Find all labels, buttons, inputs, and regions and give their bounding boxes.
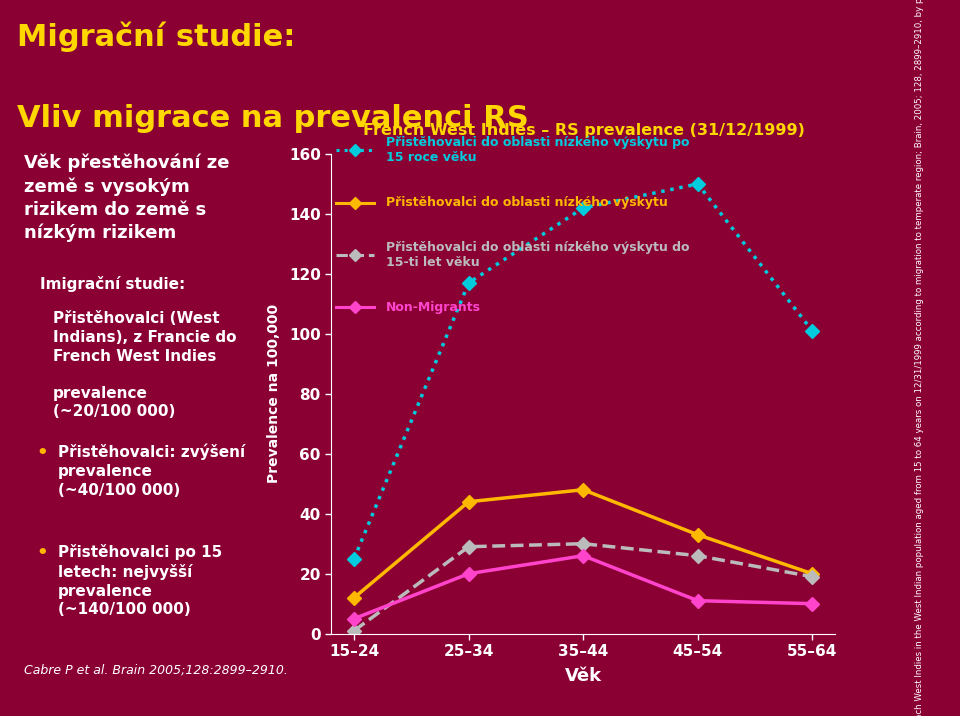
Text: Cabre P et al. Brain 2005;128:2899–2910.: Cabre P et al. Brain 2005;128:2899–2910. <box>24 664 288 677</box>
Text: Non-Migrants: Non-Migrants <box>386 301 481 314</box>
Text: Přistěhovalci do oblasti nízkého výskytu do
15-ti let věku: Přistěhovalci do oblasti nízkého výskytu… <box>386 241 689 269</box>
Text: Přistěhovalci do oblasti nízkého výskytu: Přistěhovalci do oblasti nízkého výskytu <box>386 196 667 209</box>
Text: Migrační studie:: Migrační studie: <box>17 21 296 52</box>
Text: •: • <box>36 544 48 562</box>
X-axis label: Věk: Věk <box>564 667 602 685</box>
Text: Přistěhovalci po 15
letech: nejvyšší
prevalence
(~140/100 000): Přistěhovalci po 15 letech: nejvyšší pre… <box>58 544 222 617</box>
Text: Vliv migrace na prevalenci RS: Vliv migrace na prevalenci RS <box>17 104 529 133</box>
Text: Přistěhovalci do oblasti nízkého výskytu po
15 roce věku: Přistěhovalci do oblasti nízkého výskytu… <box>386 136 689 165</box>
Text: Přistěhovalci (West
Indians), z Francie do
French West Indies

prevalence
(~20/1: Přistěhovalci (West Indians), z Francie … <box>53 311 236 420</box>
Text: •: • <box>36 444 48 462</box>
Text: French West Indies – RS prevalence (31/12/1999): French West Indies – RS prevalence (31/1… <box>363 123 804 138</box>
Y-axis label: Prevalence na 100,000: Prevalence na 100,000 <box>267 304 280 483</box>
Text: Cabre P. Prevalence of MS in the French West Indies in the West Indian populatio: Cabre P. Prevalence of MS in the French … <box>915 0 924 716</box>
Text: Přistěhovalci: zvýšení
prevalence
(~40/100 000): Přistěhovalci: zvýšení prevalence (~40/1… <box>58 444 245 498</box>
Text: Imigrační studie:: Imigrační studie: <box>40 276 185 291</box>
Text: Věk přestěhování ze
země s vysokým
rizikem do země s
nízkým rizikem: Věk přestěhování ze země s vysokým rizik… <box>24 154 229 243</box>
